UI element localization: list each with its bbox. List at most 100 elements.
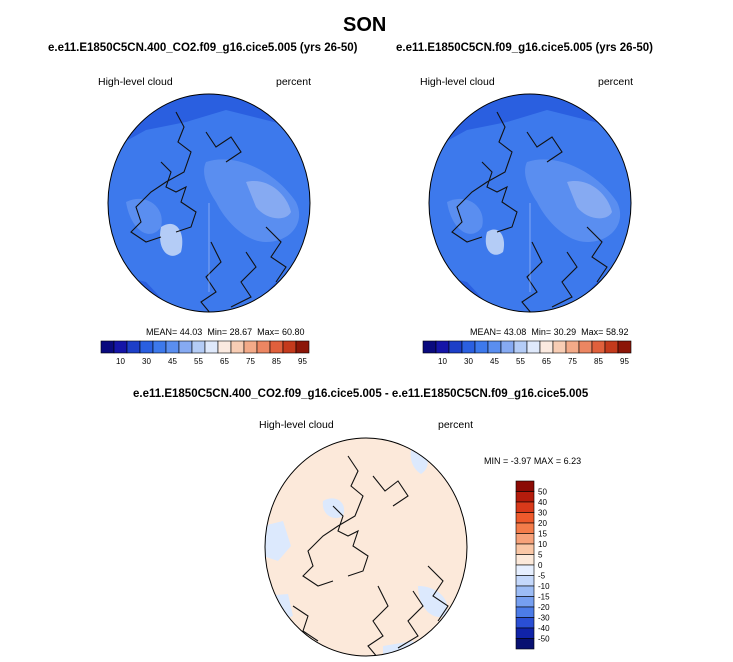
colorbar-swatch (487, 340, 502, 354)
colorbar-swatch (269, 340, 284, 354)
colorbar-swatch (295, 340, 310, 354)
colorbar-swatch (515, 522, 535, 534)
colorbar-swatch (515, 627, 535, 639)
colorbar-tick-label: 20 (538, 519, 547, 528)
colorbar-swatch (513, 340, 528, 354)
mean-value: 43.08 (503, 327, 527, 337)
colorbar-tick-label: 15 (538, 530, 547, 539)
panel-2-units-label: percent (598, 76, 634, 88)
panel-3-variable-label: High-level cloud (259, 419, 334, 431)
colorbar-swatch (515, 575, 535, 587)
map-boundary (264, 437, 468, 657)
colorbar-swatch (204, 340, 219, 354)
map-negative-region (265, 521, 291, 561)
colorbar-tick-label: -5 (538, 572, 546, 581)
map-pale-region (246, 181, 291, 219)
colorbar-swatch (515, 501, 535, 513)
colorbar-swatch (474, 340, 489, 354)
panel-1-units-label: percent (276, 76, 312, 88)
mean-value: 44.03 (179, 327, 203, 337)
colorbar-tick-label: 75 (246, 357, 255, 366)
panel-2-title: e.e11.E1850C5CN.f09_g16.cice5.005 (yrs 2… (396, 42, 654, 54)
panel-1-polar-map (107, 93, 311, 313)
map-pale-region (567, 181, 612, 219)
colorbar-swatch (217, 340, 232, 354)
max-value: 6.23 (563, 456, 582, 466)
map-coastlines (451, 111, 608, 312)
map-light-region (525, 159, 621, 242)
panel-2-polar-map (428, 93, 632, 313)
colorbar-swatch (604, 340, 619, 354)
colorbar-swatch (515, 585, 535, 597)
min-value: -3.97 (510, 456, 532, 466)
colorbar-tick-label: -20 (538, 603, 550, 612)
colorbar-tick-label: 45 (490, 357, 499, 366)
map-boundary (107, 93, 311, 313)
colorbar-swatch (230, 340, 245, 354)
colorbar-swatch (256, 340, 271, 354)
colorbar-tick-label: 65 (220, 357, 229, 366)
colorbar-swatch (515, 543, 535, 555)
min-label: Min= (207, 327, 228, 337)
colorbar-swatch (515, 564, 535, 576)
panel-1-colorbar: 10 30 45 55 65 75 85 95 (100, 340, 310, 366)
mean-label: MEAN= (146, 327, 178, 337)
colorbar-swatch (448, 340, 463, 354)
colorbar-swatch (515, 533, 535, 545)
colorbar-swatch (515, 617, 535, 629)
max-label: Max= (581, 327, 604, 337)
min-value: 30.29 (553, 327, 577, 337)
colorbar-tick-label: -50 (538, 635, 550, 644)
colorbar-tick-label: 95 (620, 357, 629, 366)
colorbar-tick-label: 0 (538, 561, 543, 570)
map-negative-region (265, 594, 293, 626)
colorbar-swatch (282, 340, 297, 354)
map-boundary (428, 93, 632, 313)
colorbar-swatch (113, 340, 128, 354)
colorbar-tick-label: 85 (272, 357, 281, 366)
min-label: Min= (531, 327, 552, 337)
colorbar-tick-label: 45 (168, 357, 177, 366)
colorbar-tick-label: 95 (298, 357, 307, 366)
mean-label: MEAN= (470, 327, 502, 337)
colorbar-swatch (152, 340, 167, 354)
colorbar-tick-label: 40 (538, 498, 547, 507)
panel-1-stats: MEAN= 44.03 Min= 28.67 Max= 60.80 (146, 327, 304, 337)
map-negative-region (418, 586, 448, 618)
colorbar-swatch (126, 340, 141, 354)
map-light-region (204, 159, 300, 242)
colorbar-swatch (139, 340, 154, 354)
map-mid-region (126, 198, 162, 234)
colorbar-tick-label: 50 (538, 488, 547, 497)
colorbar-tick-label: 30 (464, 357, 473, 366)
colorbar-swatch (165, 340, 180, 354)
colorbar-swatch (191, 340, 206, 354)
colorbar-swatch (565, 340, 580, 354)
panel-3-title: e.e11.E1850C5CN.400_CO2.f09_g16.cice5.00… (133, 388, 589, 400)
colorbar-tick-label: 30 (538, 509, 547, 518)
colorbar-swatch (500, 340, 515, 354)
colorbar-swatch (515, 554, 535, 566)
colorbar-swatch (515, 606, 535, 618)
panel-3-stats: MIN = -3.97 MAX = 6.23 (484, 456, 581, 466)
colorbar-swatch (515, 480, 535, 492)
min-label: MIN = (484, 456, 509, 466)
panel-3-polar-map (264, 437, 468, 657)
colorbar-tick-label: 85 (594, 357, 603, 366)
panel-2-colorbar: 10 30 45 55 65 75 85 95 (422, 340, 632, 366)
map-mid-region (447, 198, 483, 234)
colorbar-swatch (617, 340, 632, 354)
colorbar-swatch (515, 491, 535, 503)
panel-3-units-label: percent (438, 419, 474, 431)
panel-1-title: e.e11.E1850C5CN.400_CO2.f09_g16.cice5.00… (48, 42, 358, 54)
map-pale-region (485, 229, 505, 255)
max-label: Max= (257, 327, 280, 337)
colorbar-tick-label: -10 (538, 582, 550, 591)
map-negative-region (322, 498, 345, 519)
colorbar-swatch (578, 340, 593, 354)
map-coastlines (130, 111, 287, 312)
colorbar-swatch (178, 340, 193, 354)
colorbar-tick-label: 10 (438, 357, 447, 366)
colorbar-swatch (243, 340, 258, 354)
